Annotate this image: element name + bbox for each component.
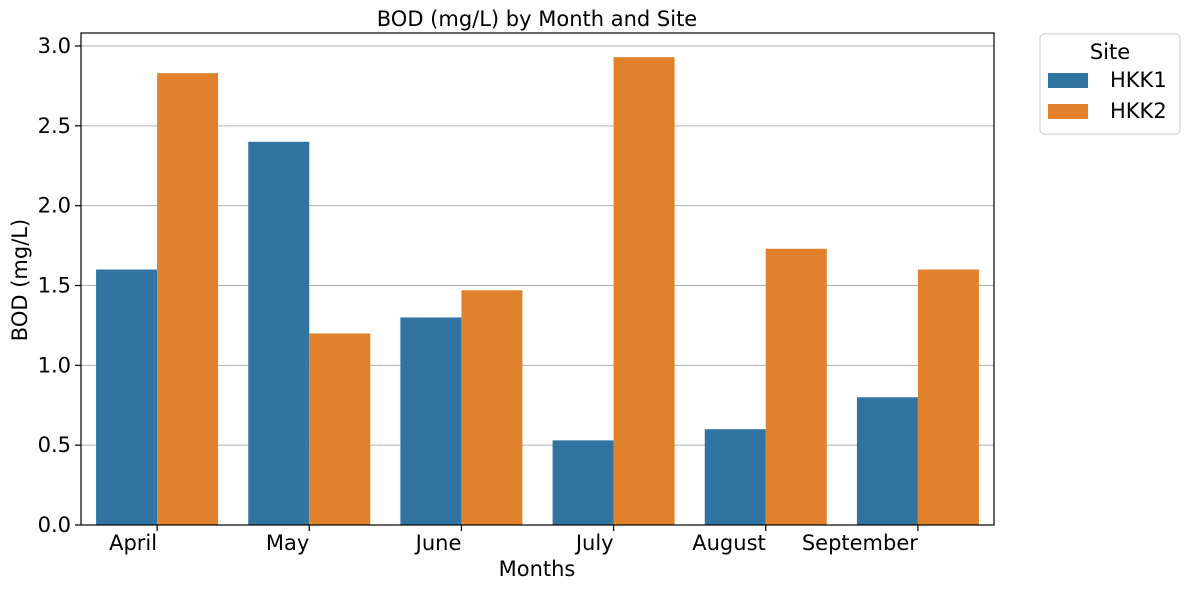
x-axis-ticks: April May June July August September xyxy=(109,525,919,555)
x-tick-label: May xyxy=(266,531,309,555)
legend-label-hkk2: HKK2 xyxy=(1110,99,1167,123)
bar-hkk1-august xyxy=(704,429,766,525)
bar-hkk1-may xyxy=(248,141,310,526)
x-tick-label: September xyxy=(802,531,918,555)
y-tick-label: 2.0 xyxy=(38,194,71,218)
legend-title: Site xyxy=(1090,40,1130,64)
x-axis-label: Months xyxy=(499,557,576,581)
bars xyxy=(96,57,979,526)
y-tick-label: 1.0 xyxy=(38,353,71,377)
x-tick-label: August xyxy=(692,531,766,555)
bar-hkk1-june xyxy=(400,317,462,525)
bar-hkk2-august xyxy=(765,248,827,525)
x-tick-label: April xyxy=(109,531,157,555)
bar-hkk1-september xyxy=(856,397,918,525)
y-axis-ticks: 0.0 0.5 1.0 1.5 2.0 2.5 3.0 xyxy=(38,34,81,537)
legend-swatch-hkk2 xyxy=(1048,104,1088,119)
x-tick-label: July xyxy=(574,531,614,555)
bar-hkk2-may xyxy=(309,333,371,525)
x-tick-label: June xyxy=(414,531,462,555)
y-tick-label: 0.0 xyxy=(38,513,71,537)
legend-label-hkk1: HKK1 xyxy=(1110,68,1167,92)
legend: Site HKK1 HKK2 xyxy=(1039,33,1181,135)
plot-frame xyxy=(80,32,995,526)
bar-hkk1-april xyxy=(96,269,158,525)
bar-hkk2-september xyxy=(917,269,979,525)
legend-items: HKK1 HKK2 xyxy=(1048,68,1167,123)
y-axis-label: BOD (mg/L) xyxy=(8,219,32,341)
y-tick-label: 2.5 xyxy=(38,114,71,138)
bar-hkk2-april xyxy=(157,73,219,525)
chart-title: BOD (mg/L) by Month and Site xyxy=(377,7,697,31)
legend-swatch-hkk1 xyxy=(1048,73,1088,88)
y-tick-label: 0.5 xyxy=(38,433,71,457)
bar-hkk2-june xyxy=(461,290,523,525)
y-tick-label: 1.5 xyxy=(38,274,71,298)
bar-hkk1-july xyxy=(552,440,614,525)
y-tick-label: 3.0 xyxy=(38,34,71,58)
y-gridlines xyxy=(81,45,994,526)
bar-hkk2-july xyxy=(613,57,675,525)
